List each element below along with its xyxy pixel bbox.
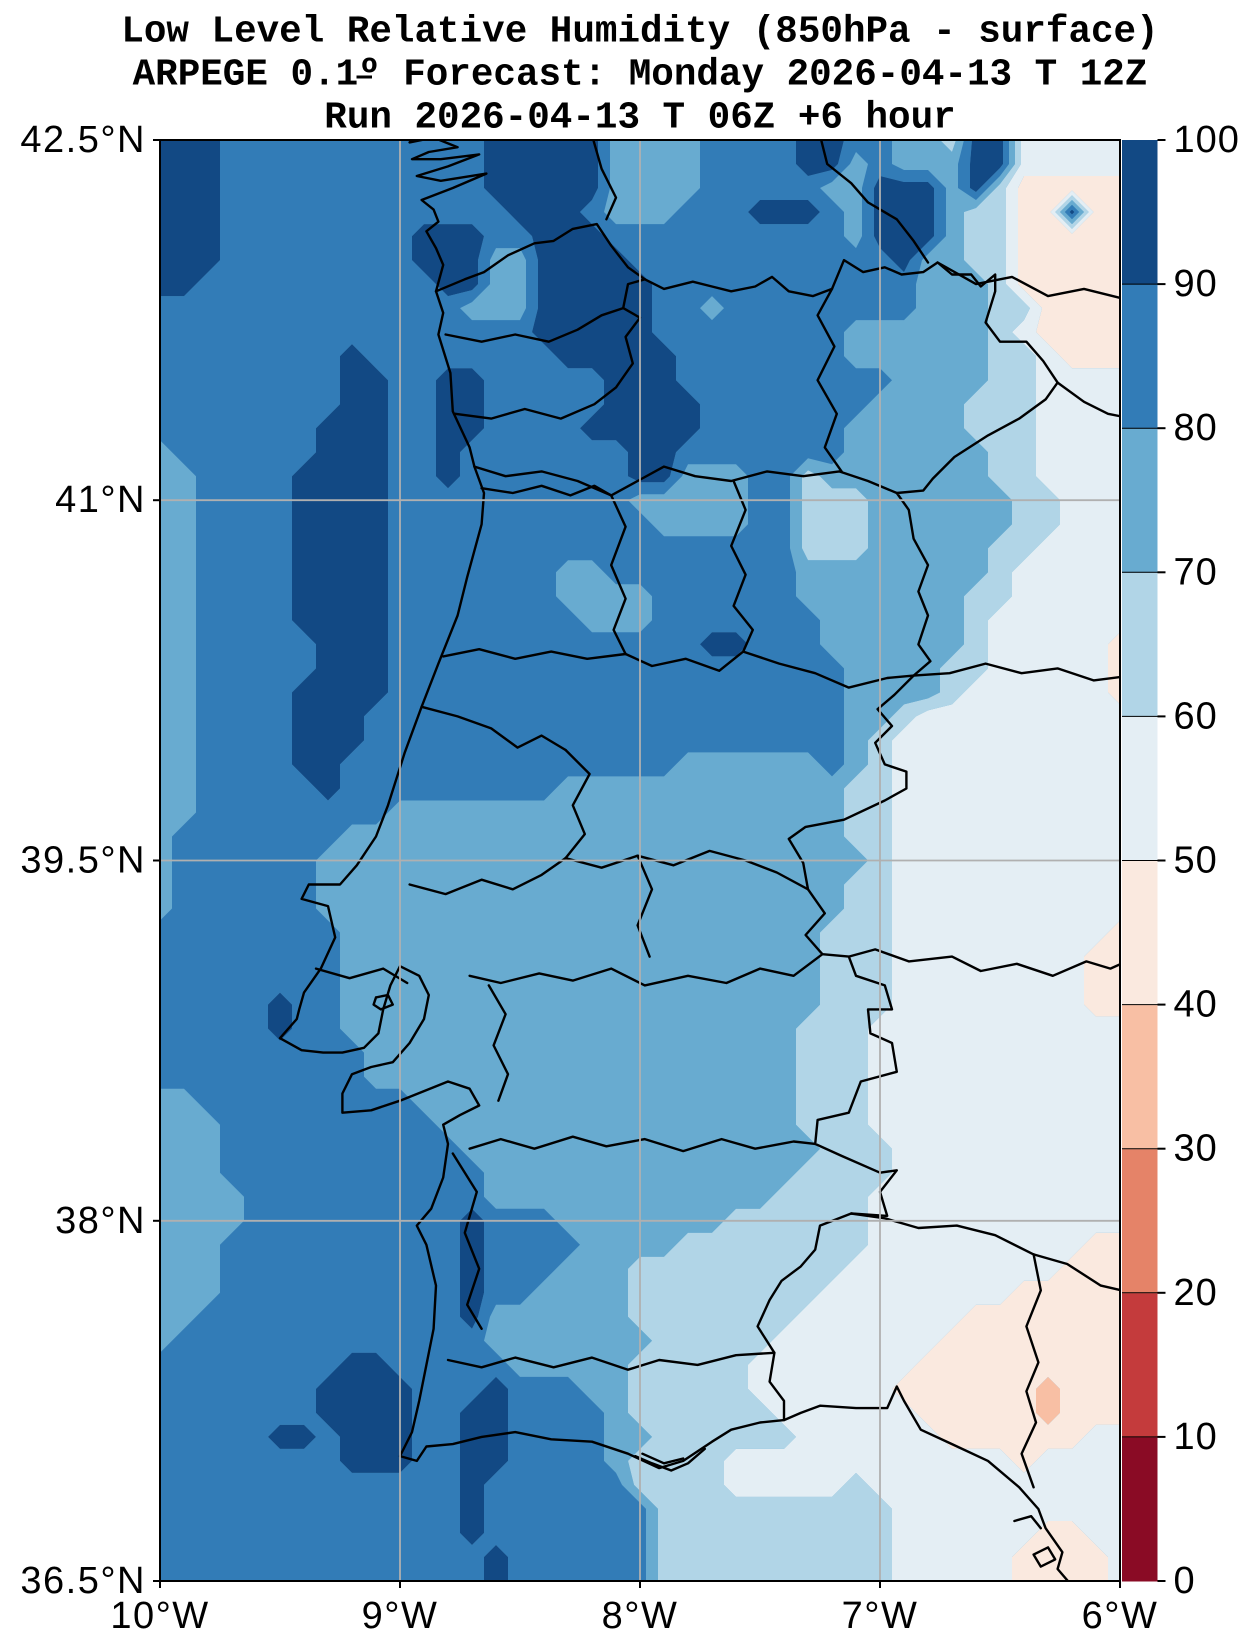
- svg-text:60: 60: [1174, 695, 1218, 737]
- svg-text:70: 70: [1174, 551, 1218, 593]
- svg-text:20: 20: [1174, 1272, 1218, 1314]
- svg-text:0: 0: [1174, 1560, 1196, 1602]
- svg-text:6°W: 6°W: [1082, 1595, 1159, 1637]
- svg-text:Low Level Relative Humidity (8: Low Level Relative Humidity (850hPa - su…: [121, 12, 1158, 54]
- svg-text:Run 2026-04-13 T 06Z +6 hour: Run 2026-04-13 T 06Z +6 hour: [324, 98, 955, 140]
- svg-text:ARPEGE 0.1º Forecast: Monday 2: ARPEGE 0.1º Forecast: Monday 2026-04-13 …: [133, 55, 1148, 97]
- svg-text:42.5°N: 42.5°N: [20, 119, 146, 161]
- svg-text:39.5°N: 39.5°N: [20, 840, 146, 882]
- svg-text:80: 80: [1174, 407, 1218, 449]
- svg-text:10: 10: [1174, 1416, 1218, 1458]
- svg-text:10°W: 10°W: [110, 1595, 209, 1637]
- svg-text:41°N: 41°N: [55, 479, 146, 521]
- svg-text:38°N: 38°N: [55, 1200, 146, 1242]
- svg-text:30: 30: [1174, 1128, 1218, 1170]
- svg-text:36.5°N: 36.5°N: [20, 1560, 146, 1602]
- svg-text:100: 100: [1174, 119, 1240, 161]
- svg-text:90: 90: [1174, 263, 1218, 305]
- svg-text:50: 50: [1174, 840, 1218, 882]
- svg-text:7°W: 7°W: [842, 1595, 919, 1637]
- svg-text:40: 40: [1174, 984, 1218, 1026]
- svg-text:8°W: 8°W: [602, 1595, 679, 1637]
- svg-text:9°W: 9°W: [362, 1595, 439, 1637]
